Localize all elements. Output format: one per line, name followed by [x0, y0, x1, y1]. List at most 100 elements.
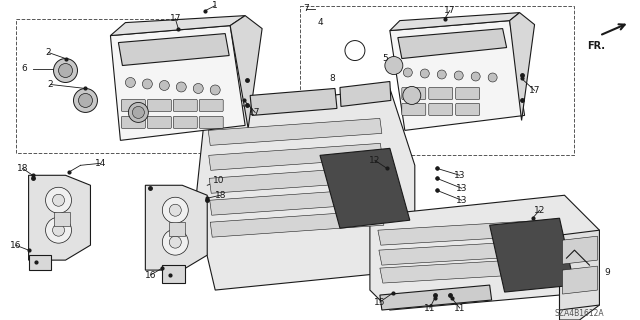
FancyBboxPatch shape — [147, 116, 172, 128]
Circle shape — [403, 86, 420, 104]
Text: 10: 10 — [212, 176, 224, 185]
Polygon shape — [111, 26, 245, 140]
Text: 15: 15 — [374, 298, 386, 307]
Circle shape — [45, 217, 72, 243]
Bar — [170, 222, 185, 236]
Text: 6: 6 — [22, 64, 28, 73]
Circle shape — [129, 102, 148, 123]
FancyBboxPatch shape — [173, 116, 197, 128]
Polygon shape — [390, 20, 525, 130]
Circle shape — [163, 197, 188, 223]
Text: 16: 16 — [145, 271, 156, 280]
FancyBboxPatch shape — [456, 103, 479, 116]
Circle shape — [170, 204, 181, 216]
Polygon shape — [250, 88, 337, 116]
FancyBboxPatch shape — [122, 116, 145, 128]
Circle shape — [52, 194, 65, 206]
Text: 2: 2 — [48, 80, 53, 89]
Polygon shape — [398, 28, 507, 59]
Circle shape — [54, 59, 77, 83]
Polygon shape — [230, 16, 262, 128]
Polygon shape — [208, 118, 382, 145]
Text: 1: 1 — [212, 1, 218, 10]
Polygon shape — [210, 188, 383, 215]
Circle shape — [132, 107, 145, 118]
Polygon shape — [340, 82, 391, 107]
Text: 12: 12 — [534, 206, 545, 215]
Circle shape — [58, 64, 72, 77]
FancyBboxPatch shape — [173, 100, 197, 111]
Text: 4: 4 — [317, 18, 323, 27]
FancyBboxPatch shape — [147, 100, 172, 111]
Circle shape — [193, 84, 204, 93]
Polygon shape — [563, 236, 597, 264]
Text: 13: 13 — [456, 184, 467, 193]
Polygon shape — [209, 143, 382, 170]
Polygon shape — [111, 16, 245, 36]
Polygon shape — [29, 175, 90, 260]
Circle shape — [45, 187, 72, 213]
Circle shape — [437, 70, 446, 79]
Text: 16: 16 — [10, 241, 21, 250]
Circle shape — [170, 236, 181, 248]
FancyBboxPatch shape — [456, 87, 479, 100]
Text: 17: 17 — [170, 14, 181, 23]
Circle shape — [176, 82, 186, 92]
Polygon shape — [210, 210, 384, 237]
Circle shape — [454, 71, 463, 80]
Polygon shape — [390, 12, 520, 31]
FancyBboxPatch shape — [122, 100, 145, 111]
Text: SZA4B1612A: SZA4B1612A — [555, 308, 604, 317]
Bar — [300, 6, 575, 155]
Polygon shape — [118, 34, 229, 66]
Text: 5: 5 — [382, 54, 388, 63]
Circle shape — [385, 57, 403, 75]
Circle shape — [210, 85, 220, 95]
Text: 13: 13 — [456, 196, 467, 205]
Polygon shape — [209, 166, 383, 193]
Polygon shape — [163, 265, 185, 283]
FancyBboxPatch shape — [402, 87, 426, 100]
Circle shape — [420, 69, 429, 78]
Bar — [54, 212, 70, 226]
Text: 17: 17 — [444, 6, 456, 15]
Text: FR.: FR. — [588, 41, 605, 51]
FancyBboxPatch shape — [429, 87, 452, 100]
Text: 17: 17 — [250, 108, 261, 117]
Polygon shape — [490, 218, 575, 292]
Polygon shape — [145, 185, 207, 270]
Text: 2: 2 — [45, 48, 51, 57]
Circle shape — [488, 73, 497, 82]
Text: 18: 18 — [214, 191, 226, 200]
Circle shape — [79, 93, 92, 108]
Polygon shape — [378, 220, 548, 245]
Circle shape — [52, 224, 65, 236]
Circle shape — [125, 77, 136, 87]
FancyBboxPatch shape — [199, 100, 223, 111]
Polygon shape — [195, 88, 415, 290]
Polygon shape — [379, 240, 548, 265]
Polygon shape — [563, 266, 597, 294]
Text: 11: 11 — [454, 304, 465, 313]
Circle shape — [163, 229, 188, 255]
Polygon shape — [370, 195, 600, 320]
Text: 12: 12 — [369, 156, 381, 165]
Text: 18: 18 — [17, 164, 28, 173]
Polygon shape — [380, 285, 492, 310]
Polygon shape — [559, 230, 600, 310]
Circle shape — [142, 79, 152, 89]
Circle shape — [159, 81, 170, 91]
Text: 17: 17 — [529, 86, 540, 95]
Circle shape — [471, 72, 480, 81]
FancyBboxPatch shape — [429, 103, 452, 116]
Text: 7: 7 — [303, 4, 309, 13]
Polygon shape — [380, 258, 550, 283]
FancyBboxPatch shape — [199, 116, 223, 128]
Text: 8: 8 — [329, 74, 335, 83]
Circle shape — [74, 88, 97, 112]
Polygon shape — [320, 148, 410, 228]
Bar — [15, 19, 235, 153]
FancyBboxPatch shape — [402, 103, 426, 116]
Polygon shape — [509, 12, 534, 120]
Text: 13: 13 — [454, 171, 465, 180]
